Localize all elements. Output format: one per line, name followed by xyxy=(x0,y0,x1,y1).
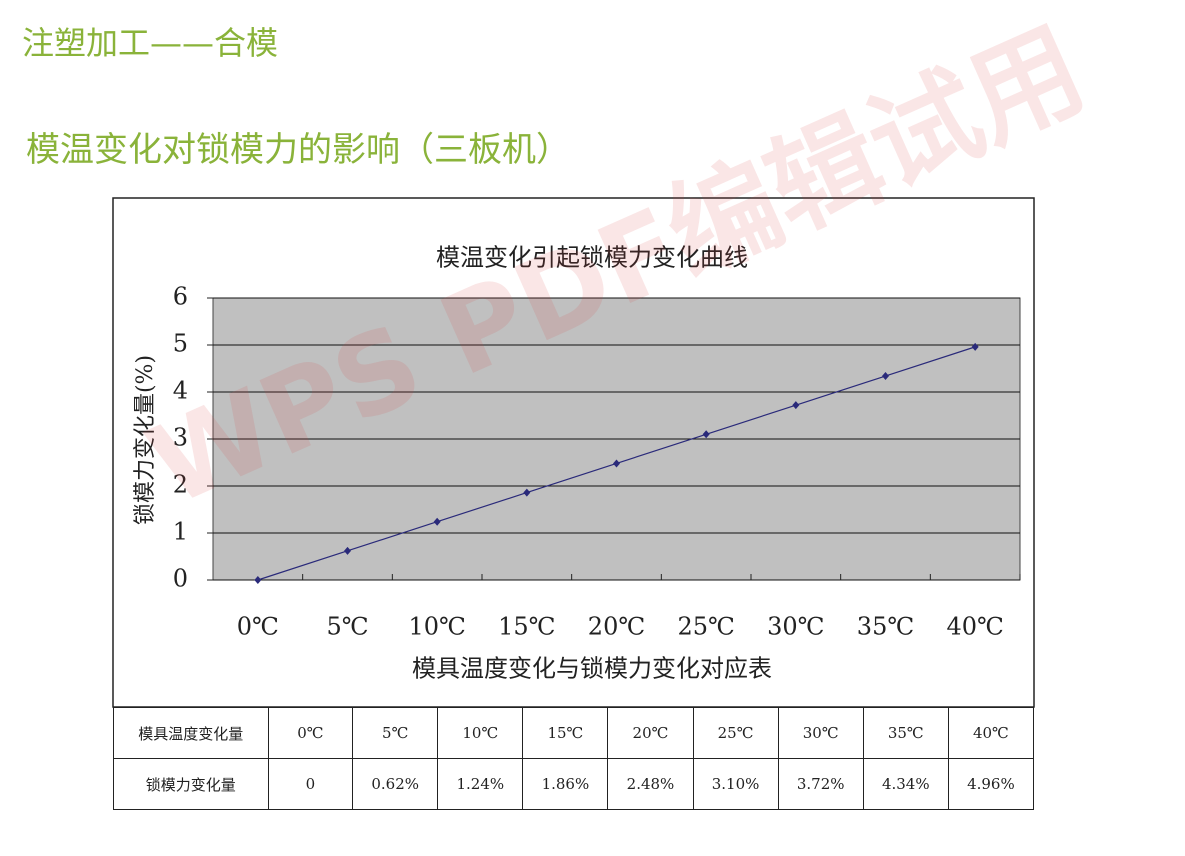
marker xyxy=(254,576,262,584)
table-cell: 25℃ xyxy=(692,707,779,759)
data-table: 模具温度变化量 0℃ 5℃ 10℃ 15℃ 20℃ 25℃ 30℃ 35℃ 40℃ 锁模力变化量 0 0… xyxy=(113,707,1035,810)
x-tick-label: 35℃ xyxy=(857,613,914,641)
table-cell: 2.48% xyxy=(607,758,694,810)
table-cell: 10℃ xyxy=(437,707,524,759)
marker xyxy=(792,401,800,410)
marker xyxy=(523,488,531,497)
y-tick-label: 2 xyxy=(173,471,188,499)
table-cell: 3.72% xyxy=(777,758,864,810)
marker xyxy=(971,342,979,351)
table-cell: 20℃ xyxy=(607,707,694,759)
chart-title: 模温变化引起锁模力变化曲线 xyxy=(436,244,748,272)
table-cell: 0℃ xyxy=(267,707,354,759)
y-axis-title: 锁模力变化量(%) xyxy=(133,355,158,525)
table-cell: 15℃ xyxy=(522,707,609,759)
slide-subtitle: 模温变化对锁模力的影响（三板机） xyxy=(26,130,570,170)
x-tick-label: 25℃ xyxy=(677,613,734,641)
table-cell: 5℃ xyxy=(352,707,439,759)
table-cell: 0 xyxy=(267,758,354,810)
slide-title: 注塑加工——合模 xyxy=(22,24,279,62)
marker xyxy=(702,430,710,439)
table-cell: 3.10% xyxy=(692,758,779,810)
x-tick-label: 20℃ xyxy=(588,613,645,641)
table-cell: 4.96% xyxy=(947,758,1035,810)
table-cell: 35℃ xyxy=(862,707,949,759)
y-tick-label: 0 xyxy=(173,565,188,593)
marker xyxy=(613,459,620,468)
table-cell: 40℃ xyxy=(947,707,1035,759)
y-tick-label: 3 xyxy=(173,424,188,452)
table-cell: 30℃ xyxy=(777,707,864,759)
y-tick-label: 1 xyxy=(173,518,188,546)
y-tick-label: 4 xyxy=(173,377,188,405)
table-cell: 模具温度变化量 xyxy=(113,707,269,759)
x-tick-label: 0℃ xyxy=(237,613,279,641)
marker xyxy=(344,546,351,555)
x-tick-label: 30℃ xyxy=(767,613,824,641)
x-tick-label: 40℃ xyxy=(946,613,1003,641)
table-row: 锁模力变化量 0 0.62% 1.24% 1.86% 2.48% 3.10% 3.72% 4.3… xyxy=(113,758,1035,810)
y-tick-label: 6 xyxy=(173,283,188,311)
table-cell: 0.62% xyxy=(352,758,439,810)
table-cell: 4.34% xyxy=(862,758,949,810)
table-cell: 锁模力变化量 xyxy=(113,758,269,810)
x-tick-label: 10℃ xyxy=(408,613,465,641)
marker xyxy=(433,517,441,526)
marker xyxy=(882,372,889,381)
y-tick-label: 5 xyxy=(173,330,188,358)
table-cell: 1.86% xyxy=(522,758,609,810)
table-cell: 1.24% xyxy=(437,758,524,810)
x-axis-title: 模具温度变化与锁模力变化对应表 xyxy=(412,655,772,683)
x-tick-label: 15℃ xyxy=(498,613,555,641)
x-tick-label: 5℃ xyxy=(326,613,368,641)
table-row: 模具温度变化量 0℃ 5℃ 10℃ 15℃ 20℃ 25℃ 30℃ 35℃ 40℃ xyxy=(113,707,1035,759)
